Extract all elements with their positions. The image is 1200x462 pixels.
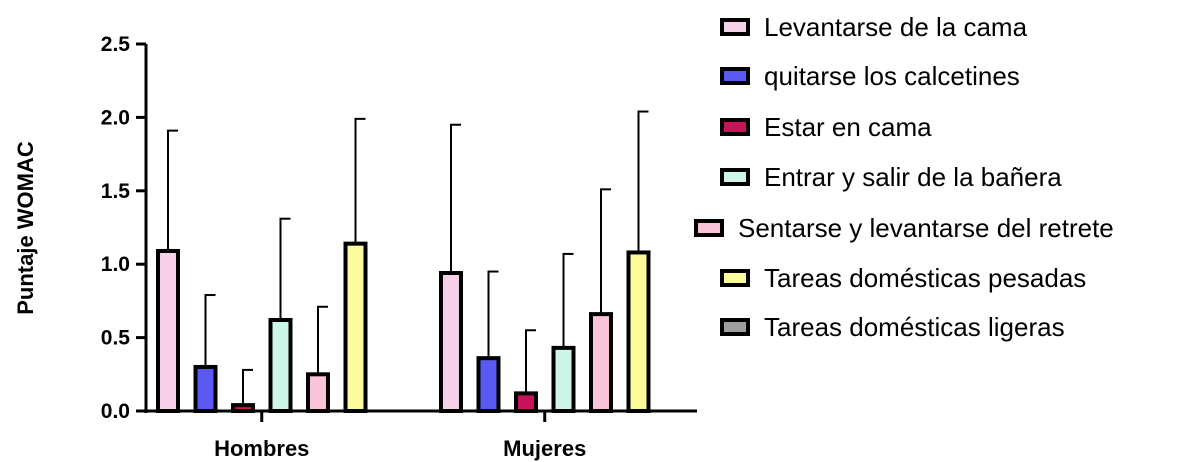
bar (626, 250, 651, 413)
legend-swatch (720, 118, 750, 136)
legend-label: Entrar y salir de la bañera (764, 162, 1062, 192)
legend-swatch (694, 219, 724, 237)
bar (193, 364, 218, 413)
plot-area: 0.0 0.5 1.0 1.5 2.0 2.5 Hombres Mujeres (101, 33, 697, 461)
bar (439, 271, 463, 413)
bar (231, 403, 255, 413)
y-axis-label: Puntaje WOMAC (13, 141, 38, 315)
y-tick-label-3: 1.5 (101, 180, 131, 203)
legend-swatch (720, 269, 750, 287)
y-tick-label-5: 2.5 (101, 33, 131, 56)
legend-swatch (720, 318, 750, 336)
bar (156, 248, 180, 413)
legend-label: Sentarse y levantarse del retrete (738, 213, 1114, 243)
bar (306, 372, 330, 413)
x-tick-label-1: Mujeres (503, 436, 586, 461)
bar (268, 317, 293, 414)
bar (589, 312, 613, 413)
legend-label: Tareas domésticas ligeras (764, 312, 1065, 342)
bar (476, 356, 501, 414)
legend-label: Tareas domésticas pesadas (764, 263, 1086, 293)
y-tick-label-4: 2.0 (101, 106, 130, 129)
legend-label: Estar en cama (764, 112, 932, 142)
bar (514, 391, 538, 414)
bar (551, 345, 576, 414)
legend-swatch (720, 18, 750, 36)
bar (343, 241, 368, 413)
legend-label: quitarse los calcetines (764, 61, 1020, 91)
legend-swatch (720, 168, 750, 186)
y-tick-label-0: 0.0 (101, 400, 130, 423)
legend-swatch (720, 67, 750, 85)
y-tick-label-1: 0.5 (101, 327, 131, 350)
y-tick-label-2: 1.0 (101, 253, 130, 276)
x-tick-label-0: Hombres (214, 436, 309, 461)
legend-label: Levantarse de la cama (764, 12, 1028, 42)
legend: Levantarse de la cama quitarse los calcet… (694, 12, 1114, 342)
